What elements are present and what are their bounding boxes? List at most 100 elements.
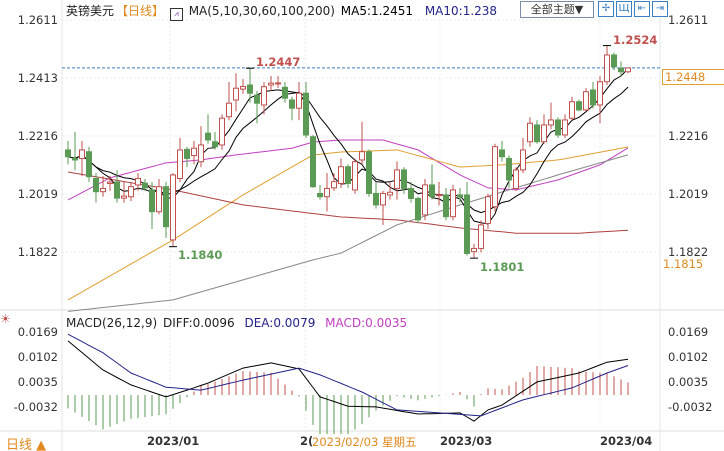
crosshair-icon[interactable]: ✢ <box>598 1 614 17</box>
candle-body <box>247 84 253 94</box>
high-annotation: 1.2524 <box>613 33 658 47</box>
candle-body <box>219 117 225 146</box>
macd-settings-icon[interactable]: ☀ <box>0 312 11 326</box>
scroll-right-icon[interactable]: ⇥ <box>652 1 668 17</box>
candle-body <box>114 181 120 199</box>
candle-body <box>534 124 540 143</box>
ma30-line <box>67 139 629 201</box>
candle-body <box>520 149 526 171</box>
candle-body <box>268 82 274 86</box>
candle-body <box>527 122 533 143</box>
candle-body <box>226 102 232 118</box>
candle-body <box>366 151 372 194</box>
right-axis-label: 1.1822 <box>668 245 709 259</box>
date-label: 2023/03 <box>440 434 493 448</box>
date-label: 2023/01 <box>147 434 200 448</box>
candle-body <box>394 169 400 189</box>
candle-body <box>436 194 442 197</box>
candle-body <box>310 136 316 188</box>
candle-body <box>240 85 246 90</box>
candle-body <box>604 54 610 83</box>
left-axis-label: 1.2413 <box>17 71 58 85</box>
candle-body <box>303 92 309 136</box>
ma60-line <box>67 146 629 301</box>
chart-header: 英镑美元 【日线】 ⩘ MA(5,10,30,60,100,200) MA5:1.… <box>66 2 499 21</box>
macd-axis-label: 0.0035 <box>668 375 709 389</box>
diff-line <box>67 340 629 422</box>
period-button[interactable]: 日线 ▲ <box>6 438 47 451</box>
ma-label: MA(5,10,30,60,100,200) <box>188 4 335 18</box>
low-price-tag: 1.1815 <box>663 257 704 271</box>
period-label: 【日线】 <box>116 4 165 18</box>
candle-body <box>625 67 631 73</box>
candle-body <box>471 247 477 253</box>
candle-body <box>317 192 323 198</box>
ma-settings-icon[interactable]: ⩘ <box>169 8 183 21</box>
candle-body <box>429 184 435 198</box>
candle-body <box>163 186 169 228</box>
candle-body <box>548 119 554 126</box>
current-price-tag: 1.2448 <box>662 69 724 85</box>
macd-axis-label: 0.0169 <box>668 325 709 339</box>
symbol-name: 英镑美元 <box>66 4 115 18</box>
candle-body <box>324 187 330 198</box>
high-annotation: 1.2447 <box>256 55 301 69</box>
candle-body <box>65 149 71 158</box>
candle-body <box>422 184 428 216</box>
zoom-out-icon[interactable]: ⇤ <box>634 1 650 17</box>
candle-body <box>415 197 421 221</box>
candle-body <box>359 151 365 161</box>
macd-axis-label: 0.0169 <box>17 325 58 339</box>
candle-body <box>135 177 141 186</box>
dea-value: DEA:0.0079 <box>244 316 316 330</box>
candle-body <box>576 101 582 111</box>
candle-body <box>331 181 337 189</box>
ma5-value: MA5:1.2451 <box>340 4 413 18</box>
candle-body <box>443 194 449 218</box>
candle-body <box>289 99 295 109</box>
macd-axis-label: 0.0102 <box>17 350 58 364</box>
zoom-in-icon[interactable]: Щ <box>616 1 632 17</box>
macd-header: MACD(26,12,9) DIFF:0.0096 DEA:0.0079 MAC… <box>66 316 409 330</box>
left-axis-label: 1.2216 <box>17 129 58 143</box>
ma200-line <box>67 154 629 312</box>
candle-body <box>100 187 106 193</box>
theme-select[interactable]: 全部主题▼ <box>520 1 594 18</box>
candle-body <box>156 186 162 213</box>
candle-body <box>149 189 155 213</box>
candle-body <box>86 151 92 178</box>
crosshair-date-tooltip: 2023/02/03 星期五 <box>312 434 417 450</box>
candle-body <box>121 195 127 199</box>
left-axis-label: 1.2019 <box>17 187 58 201</box>
candle-body <box>338 166 344 184</box>
macd-axis-label: -0.0032 <box>668 400 713 414</box>
low-annotation: 1.1801 <box>480 260 525 274</box>
candle-body <box>464 194 470 254</box>
candle-body <box>233 87 239 101</box>
candle-body <box>345 166 351 184</box>
macd-axis-label: -0.0032 <box>13 400 58 414</box>
macd-label: MACD(26,12,9) <box>66 316 158 330</box>
candle-body <box>142 182 148 189</box>
left-axis-label: 1.1822 <box>17 245 58 259</box>
candle-body <box>513 169 519 189</box>
candle-body <box>590 89 596 106</box>
dea-line <box>67 333 629 417</box>
candle-body <box>583 91 589 111</box>
candle-body <box>184 148 190 159</box>
candle-body <box>506 157 512 181</box>
candle-body <box>170 174 176 241</box>
candle-body <box>212 141 218 148</box>
right-axis-label: 1.2216 <box>668 129 709 143</box>
candle-body <box>618 67 624 73</box>
candle-body <box>93 177 99 193</box>
candle-body <box>380 192 386 206</box>
date-label: 2023/04 <box>600 434 653 448</box>
candle-body <box>72 157 78 161</box>
candle-body <box>450 189 456 218</box>
macd-value: MACD:0.0035 <box>325 316 408 330</box>
candle-body <box>191 147 197 157</box>
candle-body <box>478 224 484 249</box>
